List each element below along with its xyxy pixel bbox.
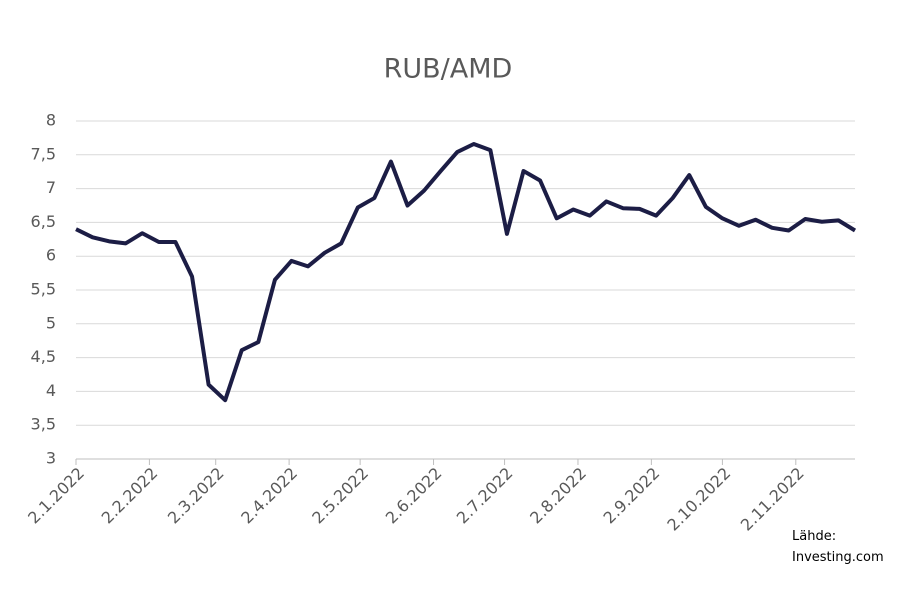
x-tick-label: 2.2.2022 bbox=[98, 464, 162, 528]
y-tick-label: 7,5 bbox=[31, 144, 56, 163]
x-tick-label: 2.4.2022 bbox=[237, 464, 301, 528]
x-tick-label: 2.7.2022 bbox=[453, 464, 517, 528]
x-tick-label: 2.3.2022 bbox=[164, 464, 228, 528]
source-label: Lähde: bbox=[792, 529, 836, 544]
y-tick-label: 6 bbox=[46, 246, 56, 265]
chart-title: RUB/AMD bbox=[384, 54, 513, 85]
x-tick-label: 2.10.2022 bbox=[663, 464, 734, 535]
y-tick-label: 3,5 bbox=[31, 415, 56, 434]
y-tick-label: 6,5 bbox=[31, 212, 56, 231]
series-line bbox=[75, 141, 857, 403]
x-tick-label: 2.9.2022 bbox=[600, 464, 664, 528]
y-tick-label: 7 bbox=[46, 178, 56, 197]
y-tick-label: 4,5 bbox=[31, 347, 56, 366]
x-tick-label: 2.11.2022 bbox=[737, 464, 808, 535]
y-tick-label: 4 bbox=[46, 381, 56, 400]
y-tick-label: 5 bbox=[46, 313, 56, 332]
source: Investing.com bbox=[792, 550, 884, 565]
y-tick-label: 5,5 bbox=[31, 280, 56, 299]
x-tick-label: 2.8.2022 bbox=[526, 464, 590, 528]
y-tick-label: 3 bbox=[46, 449, 56, 468]
x-tick-label: 2.1.2022 bbox=[24, 464, 88, 528]
x-tick-label: 2.5.2022 bbox=[308, 464, 372, 528]
x-tick-label: 2.6.2022 bbox=[382, 464, 446, 528]
y-tick-label: 8 bbox=[46, 111, 56, 130]
